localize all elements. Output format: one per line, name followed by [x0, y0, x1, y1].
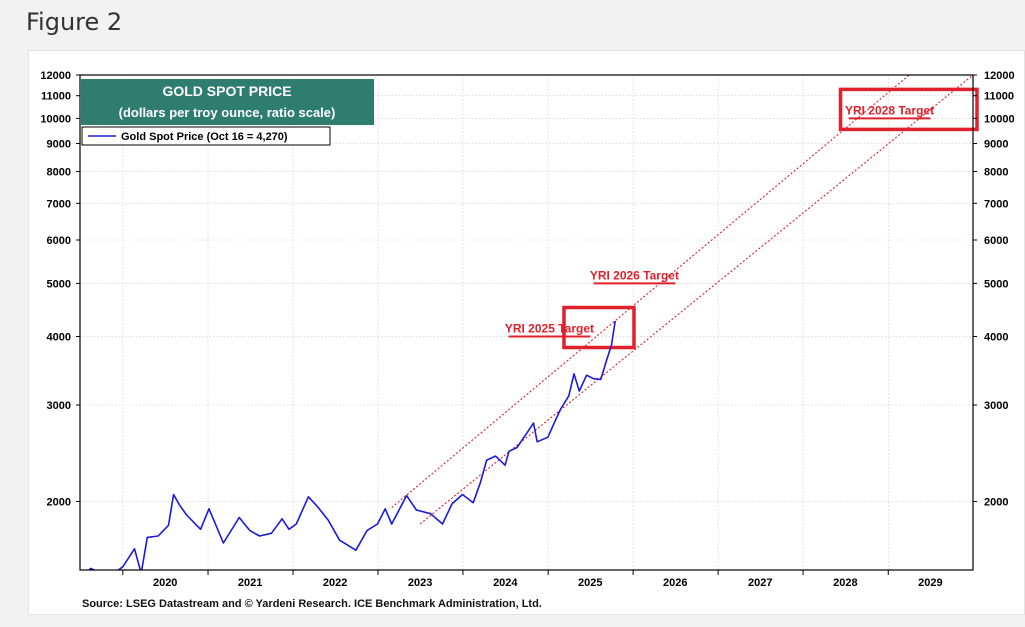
x-tick-label: 2027 [748, 577, 772, 589]
y-tick-label-left: 2000 [47, 497, 71, 509]
chart-subtitle: (dollars per troy ounce, ratio scale) [119, 105, 336, 120]
y-tick-label-right: 8000 [984, 167, 1008, 179]
axes: 2000 2000 3000 3000 4000 4000 5000 5000 6000 6000… [40, 70, 1014, 589]
legend: Gold Spot Price (Oct 16 = 4,270) [81, 126, 331, 146]
y-tick-label-left: 5000 [47, 278, 71, 290]
y-tick-label-right: 7000 [984, 198, 1008, 210]
plot-frame [79, 74, 974, 571]
y-tick-label-left: 11000 [41, 91, 71, 103]
y-tick-label-right: 12000 [984, 70, 1015, 82]
x-tick-label: 2023 [408, 577, 432, 589]
y-tick-label-right: 3000 [984, 400, 1008, 412]
figure-heading: Figure 2 [26, 8, 123, 36]
x-tick-label: 2022 [323, 577, 347, 589]
y-tick-label-left: 4000 [47, 332, 71, 344]
target-label: YRI 2025 Target [505, 322, 594, 336]
legend-box [81, 126, 331, 146]
target-highlight-box [838, 87, 979, 132]
y-tick-label-right: 5000 [984, 278, 1008, 290]
target-lines: YRI 2025 Target YRI 2026 Target YRI 2028 T… [505, 87, 979, 350]
y-tick-label-left: 3000 [47, 400, 71, 412]
chart-title: GOLD SPOT PRICE [162, 83, 291, 99]
y-tick-label-right: 4000 [984, 332, 1008, 344]
title-box: GOLD SPOT PRICE (dollars per troy ounce,… [81, 79, 374, 125]
y-tick-label-left: 7000 [47, 198, 71, 210]
x-tick-label: 2025 [578, 577, 602, 589]
trend-channel [391, 75, 973, 525]
channel-line-upper [391, 75, 910, 508]
target-label: YRI 2028 Target [845, 103, 934, 117]
y-tick-label-right: 2000 [984, 497, 1008, 509]
legend-label: Gold Spot Price (Oct 16 = 4,270) [121, 131, 288, 143]
x-tick-label: 2020 [153, 577, 177, 589]
series-layer [88, 320, 616, 570]
x-tick-label: 2029 [918, 577, 942, 589]
target-label: YRI 2026 Target [590, 268, 679, 282]
x-tick-label: 2028 [833, 577, 857, 589]
y-tick-label-left: 8000 [47, 167, 71, 179]
y-tick-label-right: 10000 [984, 113, 1015, 125]
title-box-bg [81, 79, 374, 125]
channel-line-lower [419, 75, 973, 525]
y-tick-label-left: 10000 [40, 113, 71, 125]
y-tick-label-right: 9000 [984, 138, 1008, 150]
y-tick-label-right: 11000 [984, 91, 1014, 103]
x-tick-label: 2024 [493, 577, 518, 589]
x-tick-label: 2021 [238, 577, 262, 589]
y-tick-label-right: 6000 [984, 235, 1008, 247]
x-tick-label: 2026 [663, 577, 687, 589]
y-tick-label-left: 6000 [47, 235, 71, 247]
source-note: Source: LSEG Datastream and © Yardeni Re… [82, 598, 542, 610]
y-tick-label-left: 9000 [47, 138, 71, 150]
target-highlight-box [562, 305, 636, 350]
y-tick-label-left: 12000 [40, 70, 71, 82]
series-line-gold-spot-price [88, 320, 616, 570]
